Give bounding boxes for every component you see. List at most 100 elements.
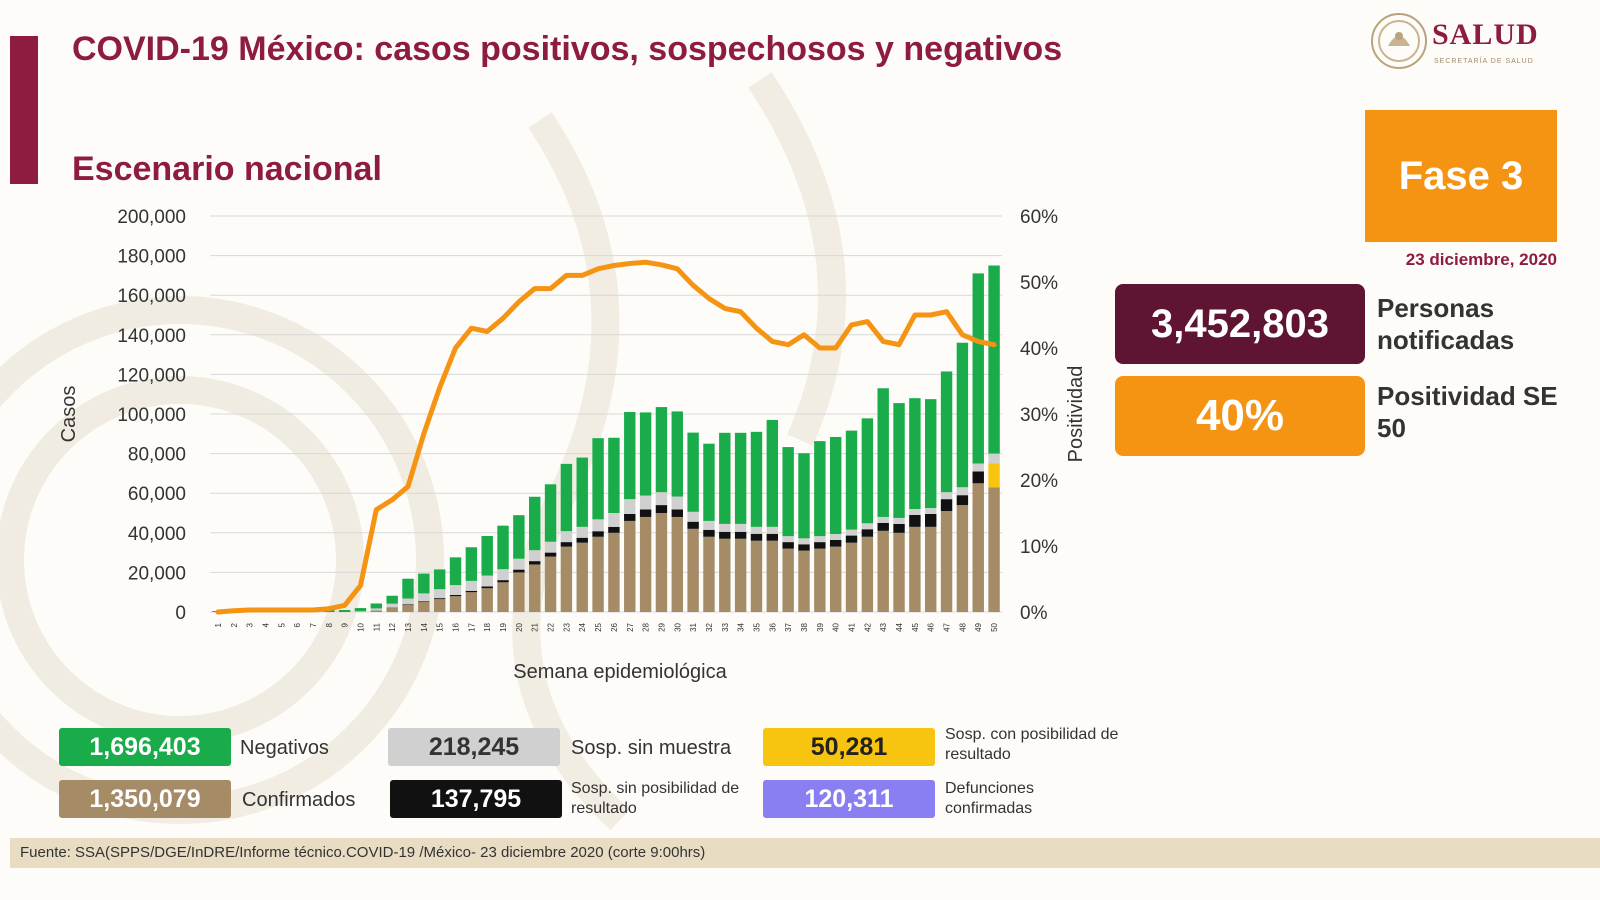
x-tick-label: 36: [768, 622, 777, 631]
legend-defunciones-label: Defunciones confirmadas: [945, 780, 1034, 817]
bar-sosp-sin-muestra: [925, 508, 937, 514]
bar-sosp-sin-posibilidad-de-resultado: [671, 509, 683, 517]
bar-negativos: [529, 496, 541, 551]
bar-sosp-con-posibilidad-de-resultado: [988, 463, 1000, 488]
bar-confirmados: [940, 511, 953, 612]
bar-confirmados: [798, 550, 810, 612]
bar-confirmados: [671, 516, 683, 612]
bar-confirmados: [829, 546, 842, 612]
bar-confirmados: [893, 532, 905, 612]
bar-confirmados: [418, 602, 430, 612]
bar-confirmados: [481, 588, 493, 612]
bar-sosp-sin-muestra: [877, 516, 889, 523]
x-tick-label: 32: [705, 622, 714, 631]
bar-sosp-sin-posibilidad-de-resultado: [814, 542, 826, 549]
y2-tick-label: 40%: [1020, 339, 1058, 360]
x-tick-label: 49: [974, 622, 983, 631]
bar-sosp-sin-posibilidad-de-resultado: [861, 529, 874, 537]
bar-confirmados: [703, 536, 715, 612]
bar-negativos: [481, 535, 493, 576]
notified-count: 3,452,803: [1115, 284, 1365, 364]
y2-tick-label: 20%: [1020, 471, 1058, 492]
bar-sosp-sin-muestra: [845, 529, 858, 536]
bar-negativos: [766, 419, 779, 527]
bar-sosp-sin-muestra: [703, 520, 715, 530]
bar-confirmados: [513, 572, 525, 612]
bar-negativos: [560, 463, 573, 532]
legend-sosp-sin-muestra-label: Sosp. sin muestra: [571, 737, 732, 759]
y-tick-label: 60,000: [128, 484, 186, 505]
y-tick-label: 180,000: [117, 247, 186, 268]
bar-negativos: [829, 436, 842, 534]
x-tick-label: 28: [642, 622, 651, 631]
x-tick-label: 14: [420, 622, 429, 631]
x-tick-label: 26: [610, 622, 619, 631]
bar-sosp-sin-posibilidad-de-resultado: [766, 533, 779, 541]
bar-confirmados: [576, 542, 588, 612]
bar-confirmados: [370, 610, 383, 612]
y2-tick-label: 0%: [1020, 603, 1048, 624]
bar-negativos: [734, 432, 747, 524]
salud-wordmark: SALUD: [1432, 18, 1539, 51]
x-tick-label: 29: [657, 622, 666, 631]
x-tick-label: 16: [452, 622, 461, 631]
y2-axis-title: Positividad: [1065, 366, 1087, 463]
bar-sosp-sin-posibilidad-de-resultado: [972, 471, 984, 484]
x-tick-label: 41: [848, 622, 857, 631]
bar-sosp-sin-muestra: [608, 513, 620, 527]
bar-sosp-sin-posibilidad-de-resultado: [449, 594, 462, 597]
x-tick-label: 38: [800, 622, 809, 631]
x-tick-label: 9: [341, 622, 350, 627]
bar-confirmados: [814, 548, 826, 612]
bar-sosp-sin-posibilidad-de-resultado: [687, 521, 699, 529]
bar-negativos: [592, 438, 604, 520]
bar-negativos: [671, 411, 683, 497]
x-tick-label: 27: [626, 622, 635, 631]
salud-logo: SALUD SECRETARÍA DE SALUD: [1370, 12, 1570, 74]
x-tick-label: 5: [277, 622, 286, 627]
bar-confirmados: [719, 538, 731, 612]
x-tick-label: 43: [879, 622, 888, 631]
bar-sosp-sin-muestra: [544, 541, 557, 553]
bar-sosp-sin-muestra: [354, 611, 367, 612]
x-tick-label: 24: [578, 622, 587, 631]
x-tick-label: 11: [372, 622, 381, 631]
bar-negativos: [639, 412, 652, 496]
bar-sosp-sin-posibilidad-de-resultado: [639, 509, 652, 517]
bar-negativos: [909, 398, 921, 510]
bar-negativos: [750, 431, 763, 527]
bar-sosp-sin-muestra: [433, 589, 446, 599]
source-text: Fuente: SSA(SPPS/DGE/InDRE/Informe técni…: [20, 844, 706, 861]
legend-sosp-sin-posibilidad-label: Sosp. sin posibilidad de resultado: [571, 780, 740, 817]
bar-sosp-sin-muestra: [719, 523, 731, 532]
bar-negativos: [655, 407, 668, 493]
legend-sosp-sin-posibilidad-value: 137,795: [390, 780, 562, 818]
bar-sosp-sin-posibilidad-de-resultado: [529, 561, 541, 565]
x-axis-title: Semana epidemiológica: [513, 661, 727, 683]
legend-negativos-value: 1,696,403: [59, 728, 231, 766]
x-tick-label: 34: [737, 622, 746, 631]
x-tick-label: 7: [309, 622, 318, 627]
x-tick-label: 30: [673, 622, 682, 631]
bar-sosp-sin-posibilidad-de-resultado: [402, 604, 414, 606]
y-axis-title: Casos: [58, 386, 80, 443]
bar-confirmados: [608, 532, 620, 612]
salud-secretaria: SECRETARÍA DE SALUD: [1434, 58, 1534, 65]
x-tick-label: 21: [531, 622, 540, 631]
x-tick-label: 42: [863, 622, 872, 631]
positivity-value: 40%: [1115, 376, 1365, 456]
bar-confirmados: [529, 564, 541, 612]
bar-confirmados: [449, 596, 462, 612]
bar-negativos: [608, 437, 620, 513]
bar-sosp-sin-muestra: [956, 487, 969, 496]
bar-confirmados: [909, 526, 921, 612]
bar-sosp-sin-posibilidad-de-resultado: [703, 529, 715, 537]
bar-sosp-sin-muestra: [639, 495, 652, 510]
bar-sosp-sin-muestra: [481, 575, 493, 587]
legend-sosp-con-posibilidad-value: 50,281: [763, 728, 935, 766]
bar-negativos: [877, 388, 889, 517]
x-tick-label: 44: [895, 622, 904, 631]
x-tick-label: 4: [261, 622, 270, 627]
x-tick-label: 37: [784, 622, 793, 631]
bar-sosp-sin-muestra: [386, 603, 398, 608]
